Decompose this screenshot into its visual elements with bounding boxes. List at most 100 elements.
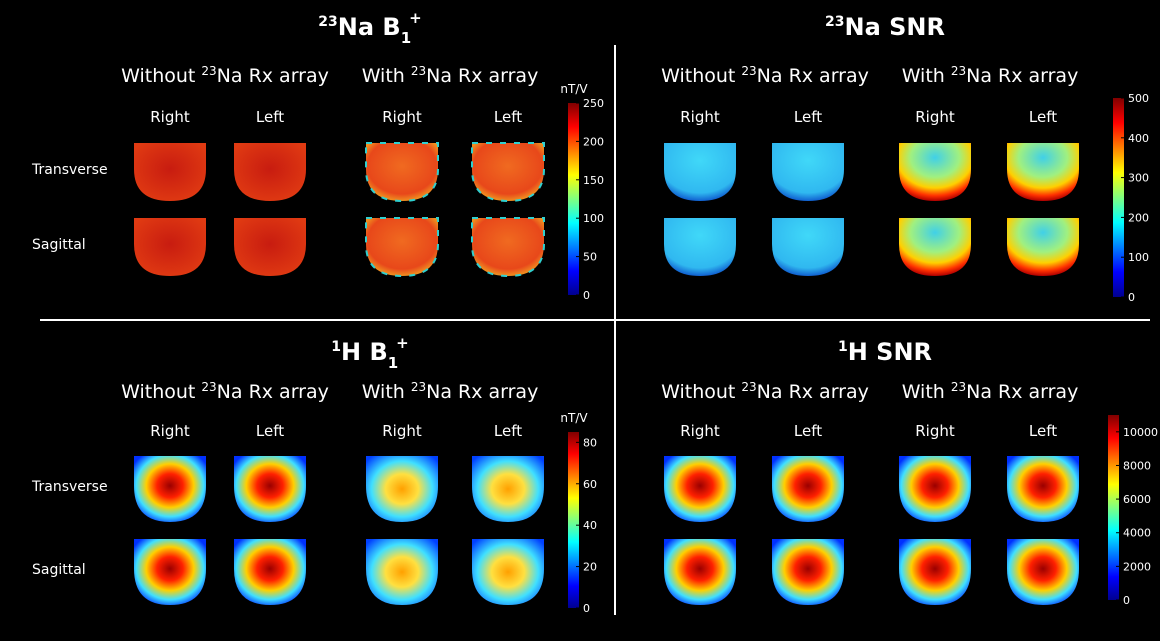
map-image (134, 143, 206, 201)
title-superscript: 1 (331, 339, 341, 355)
header-text: Na Rx array (757, 65, 869, 87)
figure: 23Na B1+Without23Na Rx arrayWith23Na Rx … (0, 0, 1160, 641)
title-main: Na B (338, 13, 401, 41)
header-superscript: 23 (411, 64, 426, 78)
column-label: Right (382, 422, 422, 440)
header-text: With (902, 381, 945, 403)
header-text: Na Rx array (966, 381, 1078, 403)
header-superscript: 23 (411, 380, 426, 394)
map-image (234, 143, 306, 201)
colorbar-tick-label: 400 (1128, 132, 1149, 145)
header-text: Without (121, 65, 195, 87)
column-label: Left (794, 422, 822, 440)
column-label: Left (494, 422, 522, 440)
map-image (366, 143, 438, 201)
header-text: Na Rx array (966, 65, 1078, 87)
column-group-header: With 23Na Rx array (902, 380, 1079, 403)
map-image (134, 218, 206, 276)
colorbar-tick-label: 20 (583, 561, 597, 574)
map-image (234, 539, 306, 605)
header-superscript: 23 (201, 380, 216, 394)
map-image (366, 456, 438, 522)
colorbar-tick-label: 150 (583, 174, 604, 187)
column-group-header: Without23Na Rx array (121, 380, 329, 403)
colorbar-tick-label: 2000 (1123, 560, 1151, 573)
header-text: Na Rx array (757, 381, 869, 403)
map-image (1007, 539, 1079, 605)
column-label: Left (794, 108, 822, 126)
column-label: Left (256, 108, 284, 126)
column-label: Right (915, 422, 955, 440)
map-image (899, 143, 971, 201)
row-label: Transverse (31, 162, 108, 178)
map-image (134, 456, 206, 522)
map-image (472, 218, 544, 276)
colorbar-tick-label: 40 (583, 519, 597, 532)
map-image (472, 143, 544, 201)
colorbar-tick-label: 200 (1128, 211, 1149, 224)
row-label: Sagittal (32, 237, 86, 253)
header-text: Na Rx array (426, 65, 538, 87)
colorbar-unit: nT/V (560, 411, 588, 425)
title-main: H B (341, 338, 388, 366)
row-label: Sagittal (32, 562, 86, 578)
header-text: Na Rx array (426, 381, 538, 403)
header-text: Without (661, 381, 735, 403)
column-label: Right (382, 108, 422, 126)
colorbar (1108, 415, 1119, 600)
colorbar-tick-label: 100 (1128, 251, 1149, 264)
column-label: Left (1029, 108, 1057, 126)
map-image (772, 143, 844, 201)
header-text: With (362, 381, 405, 403)
map-image (664, 539, 736, 605)
colorbar-tick-label: 0 (583, 602, 590, 615)
title-main: Na SNR (844, 13, 945, 41)
map-image (664, 143, 736, 201)
title-superscript: 23 (825, 14, 844, 30)
title-superscript: 1 (838, 339, 848, 355)
map-image (234, 218, 306, 276)
colorbar-tick-label: 60 (583, 478, 597, 491)
header-superscript: 23 (741, 380, 756, 394)
colorbar-tick-label: 0 (583, 289, 590, 302)
header-superscript: 23 (951, 380, 966, 394)
map-image (772, 218, 844, 276)
header-superscript: 23 (201, 64, 216, 78)
map-image (366, 539, 438, 605)
column-label: Right (150, 108, 190, 126)
colorbar-tick-label: 200 (583, 135, 604, 148)
header-text: With (902, 65, 945, 87)
column-label: Right (680, 422, 720, 440)
column-group-header: With 23Na Rx array (362, 380, 539, 403)
colorbar (568, 103, 579, 295)
map-image (899, 456, 971, 522)
colorbar-tick-label: 6000 (1123, 493, 1151, 506)
header-superscript: 23 (741, 64, 756, 78)
colorbar-tick-label: 0 (1128, 291, 1135, 304)
map-image (1007, 456, 1079, 522)
colorbar-tick-label: 4000 (1123, 527, 1151, 540)
title-subscript: 1 (388, 354, 398, 372)
colorbar-tick-label: 80 (583, 436, 597, 449)
title-subscript: 1 (401, 29, 411, 47)
column-label: Left (494, 108, 522, 126)
colorbar-tick-label: 250 (583, 97, 604, 110)
title-superscript: + (409, 9, 422, 27)
colorbar-tick-label: 10000 (1123, 426, 1158, 439)
colorbar-tick-label: 300 (1128, 172, 1149, 185)
map-image (1007, 143, 1079, 201)
map-image (134, 539, 206, 605)
map-image (899, 218, 971, 276)
title-superscript: 23 (318, 14, 337, 30)
title-main: H SNR (848, 338, 932, 366)
map-image (1007, 218, 1079, 276)
column-group-header: With23Na Rx array (902, 64, 1079, 87)
column-label: Right (150, 422, 190, 440)
map-image (234, 456, 306, 522)
column-label: Right (915, 108, 955, 126)
colorbar-tick-label: 100 (583, 212, 604, 225)
header-text: Without (661, 65, 735, 87)
map-image (664, 456, 736, 522)
